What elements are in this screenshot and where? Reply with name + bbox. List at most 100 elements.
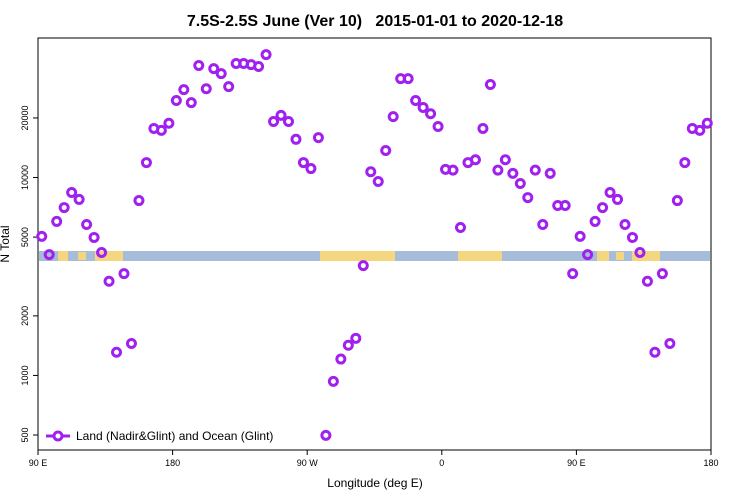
- point: [514, 177, 526, 189]
- land-strip: [320, 251, 395, 261]
- y-tick-label: 5000: [20, 227, 30, 247]
- point: [96, 247, 108, 259]
- point: [694, 124, 706, 136]
- point: [297, 157, 309, 169]
- point: [641, 275, 653, 287]
- point: [507, 167, 519, 179]
- point: [664, 338, 676, 350]
- point: [499, 154, 511, 166]
- land-ocean-band: [39, 251, 710, 261]
- point: [81, 218, 93, 230]
- x-tick-label: 90 E: [567, 458, 586, 468]
- point: [305, 163, 317, 175]
- point: [58, 202, 70, 214]
- point: [88, 231, 100, 243]
- point: [223, 81, 235, 93]
- point: [380, 144, 392, 156]
- point: [477, 122, 489, 134]
- x-tick-label: 90 E: [29, 458, 48, 468]
- point: [275, 109, 287, 121]
- point: [155, 124, 167, 136]
- x-tick-label: 180: [703, 458, 718, 468]
- point: [671, 195, 683, 207]
- point: [193, 60, 205, 72]
- point: [43, 249, 55, 261]
- point: [268, 115, 280, 127]
- point: [612, 193, 624, 205]
- y-tick-label: 10000: [20, 165, 30, 190]
- point: [133, 195, 145, 207]
- point: [163, 117, 175, 129]
- point: [574, 230, 586, 242]
- point: [253, 60, 265, 72]
- chart-title: 7.5S-2.5S June (Ver 10) 2015-01-01 to 20…: [187, 13, 563, 30]
- y-tick-label: 500: [20, 427, 30, 442]
- point: [66, 187, 78, 199]
- point: [178, 84, 190, 96]
- point: [283, 115, 295, 127]
- point: [582, 249, 594, 261]
- point: [342, 339, 354, 351]
- point: [701, 117, 713, 129]
- point: [454, 222, 466, 234]
- point: [619, 218, 631, 230]
- point: [447, 164, 459, 176]
- x-tick-label: 90 W: [297, 458, 319, 468]
- point: [290, 133, 302, 145]
- land-strip: [58, 251, 68, 261]
- point: [387, 111, 399, 123]
- point: [365, 166, 377, 178]
- land-strip: [616, 252, 624, 260]
- x-axis-label: Longitude (deg E): [327, 476, 422, 490]
- point: [544, 167, 556, 179]
- point: [312, 132, 324, 144]
- point: [402, 73, 414, 85]
- point: [73, 193, 85, 205]
- point: [185, 97, 197, 109]
- x-tick-label: 0: [439, 458, 444, 468]
- land-strip: [458, 251, 502, 261]
- point: [410, 95, 422, 107]
- point: [649, 346, 661, 358]
- point: [200, 83, 212, 95]
- point: [589, 215, 601, 227]
- point: [125, 338, 137, 350]
- point: [36, 230, 48, 242]
- point: [103, 275, 115, 287]
- point: [327, 375, 339, 387]
- point: [140, 157, 152, 169]
- point: [492, 164, 504, 176]
- point: [215, 68, 227, 80]
- point: [260, 49, 272, 61]
- point: [170, 95, 182, 107]
- y-tick-label: 2000: [20, 306, 30, 326]
- land-strip: [78, 252, 86, 260]
- point: [537, 218, 549, 230]
- point: [469, 154, 481, 166]
- land-strip: [95, 251, 123, 261]
- point: [679, 157, 691, 169]
- y-axis-label: N Total: [0, 225, 12, 262]
- point: [320, 429, 332, 441]
- point: [604, 187, 616, 199]
- point: [335, 353, 347, 365]
- point: [597, 202, 609, 214]
- point: [522, 192, 534, 204]
- point: [357, 260, 369, 272]
- land-strip: [597, 251, 609, 261]
- point: [432, 121, 444, 133]
- point: [634, 247, 646, 259]
- x-tick-label: 180: [165, 458, 180, 468]
- point: [118, 268, 130, 280]
- legend-label: Land (Nadir&Glint) and Ocean (Glint): [76, 429, 273, 443]
- point: [111, 346, 123, 358]
- y-tick-label: 1000: [20, 365, 30, 385]
- point: [567, 268, 579, 280]
- point: [484, 79, 496, 91]
- point: [51, 215, 63, 227]
- point: [626, 231, 638, 243]
- legend-marker: [52, 430, 64, 442]
- land-strip: [632, 251, 660, 261]
- y-tick-label: 20000: [20, 105, 30, 130]
